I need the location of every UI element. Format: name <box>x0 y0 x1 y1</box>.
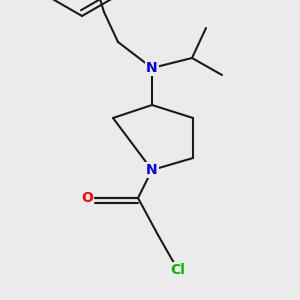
Text: O: O <box>81 191 93 205</box>
Text: Cl: Cl <box>171 263 185 277</box>
Text: N: N <box>146 163 158 177</box>
Text: N: N <box>146 61 158 75</box>
